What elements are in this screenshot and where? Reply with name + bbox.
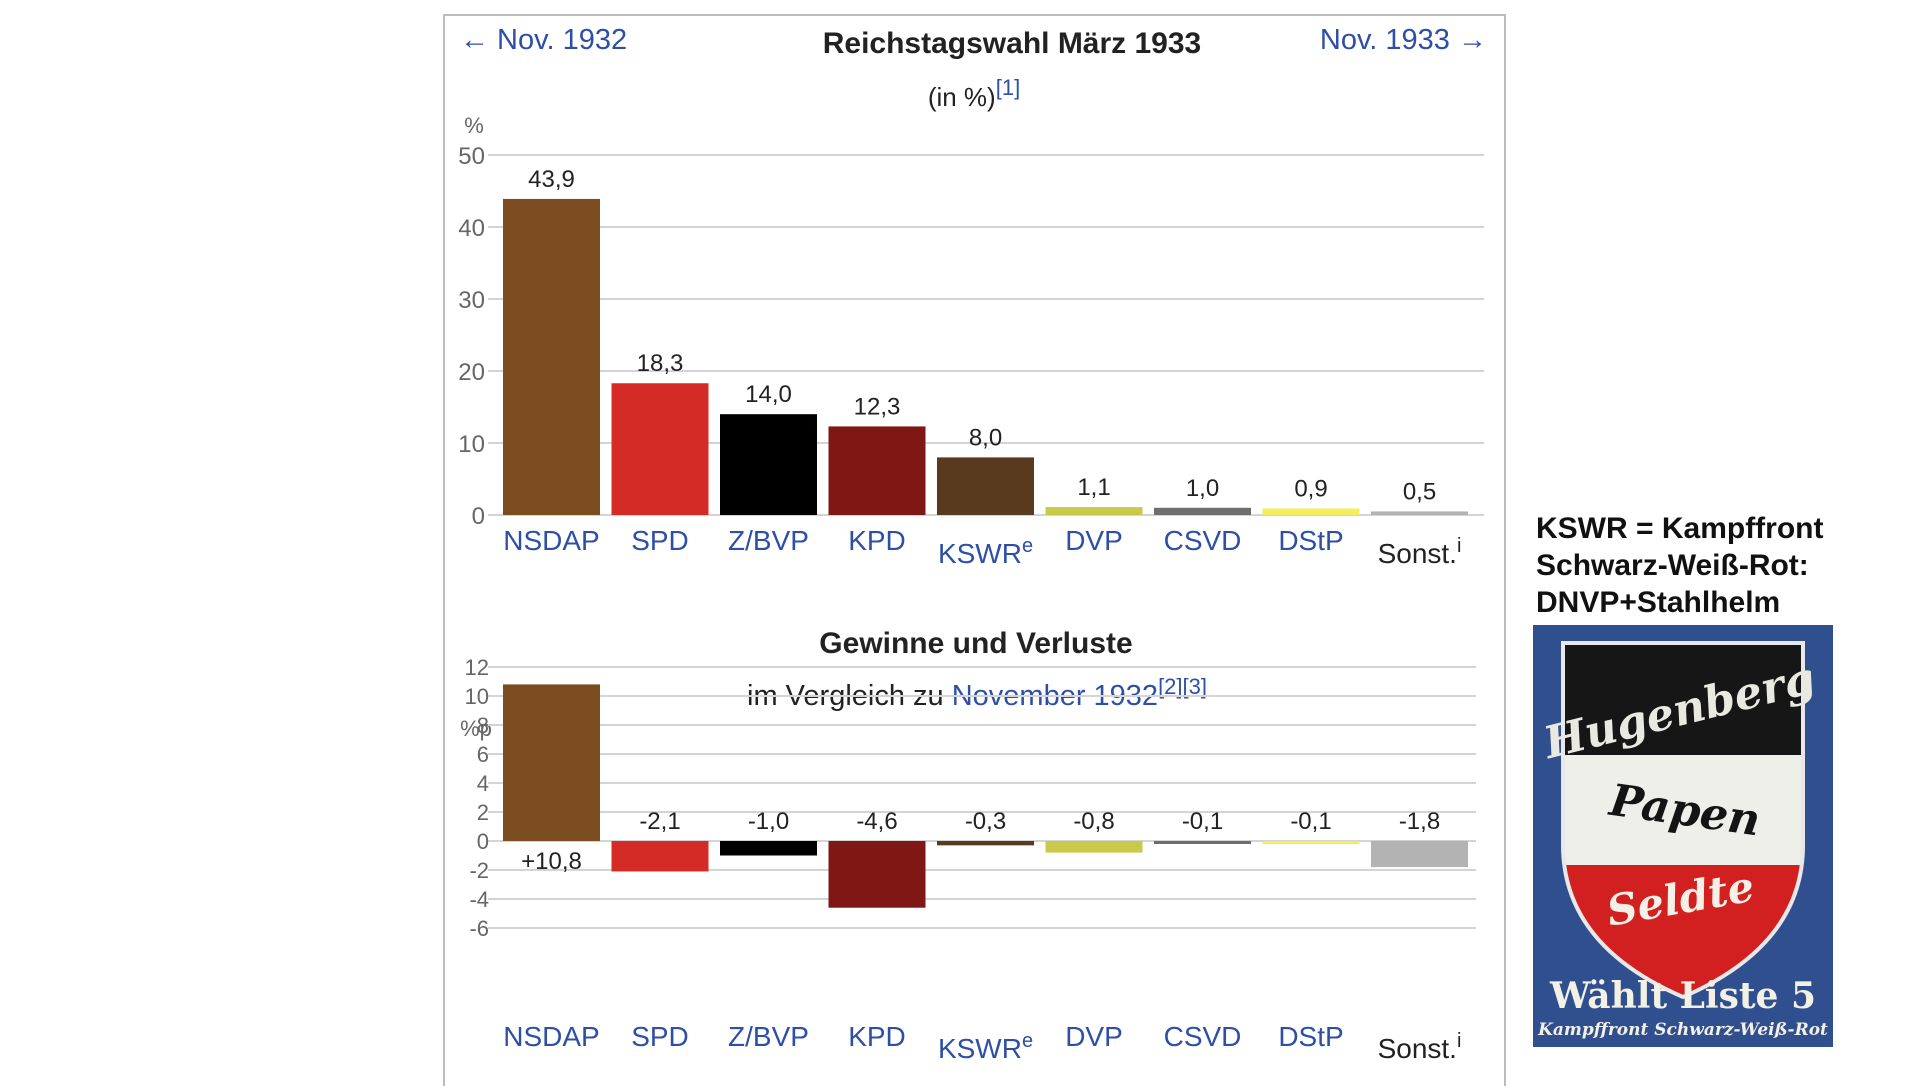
y-tick-label: 30 [458,287,485,314]
next-election-link[interactable]: Nov. 1933 → [1319,24,1487,56]
y-tick-label: -6 [469,916,489,941]
category-label[interactable]: CSVD [1164,1021,1242,1052]
value-label: 0,5 [1403,478,1436,505]
bar-nsdap [503,198,600,516]
bar-z-bvp [720,414,817,515]
value-label: +10,8 [521,848,582,875]
value-label: -2,1 [639,808,680,835]
bar-kpd [828,426,926,515]
value-label: -0,1 [1290,808,1331,835]
category-label[interactable]: Z/BVP [728,525,809,556]
bar-kpd [828,841,926,908]
bar-sonst [1371,511,1468,515]
value-label: -0,3 [965,808,1006,835]
category-label[interactable]: CSVD [1164,525,1242,556]
value-label: -1,0 [748,808,789,835]
kswr-note: KSWR = Kampffront Schwarz-Weiß-Rot: DNVP… [1536,510,1896,621]
y-tick-label: 12 [465,655,489,680]
category-label[interactable]: DStP [1278,1021,1343,1052]
bar-dvp [1045,841,1143,853]
y-axis-label: % [464,113,484,138]
y-tick-label: -4 [469,887,489,912]
y-tick-label: 8 [477,713,489,738]
value-label: 43,9 [528,166,575,193]
value-label: -0,8 [1073,808,1114,835]
value-label: -4,6 [856,808,897,835]
reference-link[interactable]: [2][3] [1158,674,1207,699]
bar-sonst [1371,841,1468,868]
value-label: 12,3 [854,393,901,420]
previous-election-link[interactable]: ← Nov. 1932 [460,24,628,56]
y-tick-label: 20 [458,359,485,386]
category-label[interactable]: DStP [1278,525,1343,556]
campaign-poster: Hugenberg Papen Seldte Wählt Liste 5 Kam… [1533,625,1833,1047]
value-label: 14,0 [745,381,792,408]
category-label[interactable]: KSWRe [938,1030,1033,1064]
y-tick-label: 50 [458,143,485,170]
kswr-note-line: KSWR = Kampffront [1536,512,1824,545]
reference-link[interactable]: [1] [996,75,1020,100]
chart-subtitle: (in %)[1] [928,75,1020,112]
value-label: -0,1 [1182,808,1223,835]
y-tick-label: 0 [472,503,485,530]
kswr-note-line: DNVP+Stahlhelm [1536,586,1781,619]
bar-csvd [1154,841,1251,844]
bar-nsdap [503,684,600,841]
chart-subtitle: im Vergleich zu November 1932[2][3] [747,674,1207,712]
chart-title: Gewinne und Verluste [819,627,1132,660]
y-tick-label: 4 [477,771,489,796]
y-tick-label: 2 [477,800,489,825]
bar-dstp [1262,841,1360,844]
category-label[interactable]: NSDAP [503,1021,599,1052]
value-label: 1,0 [1186,475,1219,502]
category-label[interactable]: Z/BVP [728,1021,809,1052]
value-label: -1,8 [1399,808,1440,835]
category-label[interactable]: Sonst.i [1378,535,1462,569]
category-label[interactable]: DVP [1065,525,1123,556]
bar-dstp [1262,508,1360,515]
y-tick-label: 40 [458,215,485,242]
category-label[interactable]: Sonst.i [1378,1030,1462,1064]
category-label[interactable]: KPD [848,525,906,556]
bar-kswr [937,457,1034,515]
category-label[interactable]: NSDAP [503,525,599,556]
category-label[interactable]: DVP [1065,1021,1123,1052]
category-label[interactable]: SPD [631,525,689,556]
y-tick-label: 10 [458,431,485,458]
value-label: 1,1 [1077,474,1110,501]
y-tick-label: 6 [477,742,489,767]
value-label: 8,0 [969,424,1002,451]
bar-kswr [937,841,1034,846]
category-label[interactable]: KPD [848,1021,906,1052]
bar-spd [611,383,709,515]
kswr-note-line: Schwarz-Weiß-Rot: [1536,549,1809,582]
y-tick-label: 0 [477,829,489,854]
bar-dvp [1045,507,1143,515]
poster-footer: Kampffront Schwarz-Weiß-Rot [1537,1020,1828,1040]
poster-slogan: Wählt Liste 5 [1549,975,1816,1017]
y-axis-label: %p [460,716,492,741]
value-label: 0,9 [1294,476,1327,503]
y-tick-label: 10 [465,684,489,709]
category-label[interactable]: SPD [631,1021,689,1052]
chart-frame [443,14,1506,1086]
y-tick-label: -2 [469,858,489,883]
value-label: 18,3 [637,350,684,377]
chart-title: Reichstagswahl März 1933 [823,27,1202,60]
bar-csvd [1154,507,1251,515]
bar-spd [611,841,709,872]
bar-z-bvp [720,841,817,856]
category-label[interactable]: KSWRe [938,535,1033,569]
